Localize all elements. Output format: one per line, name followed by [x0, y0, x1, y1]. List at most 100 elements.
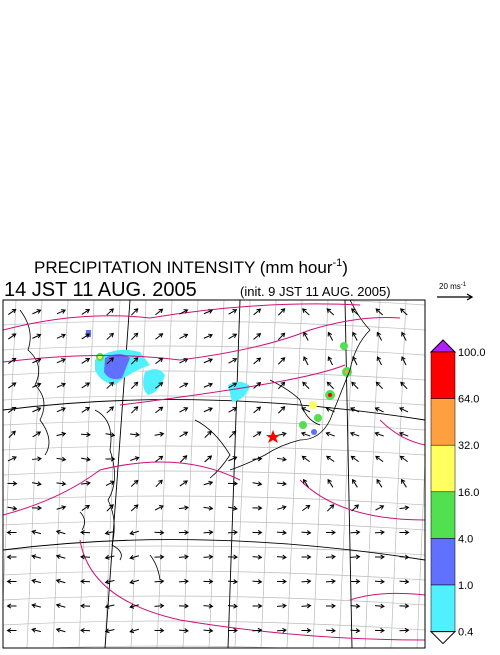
wind-arrow [178, 603, 189, 609]
wind-arrow [325, 431, 335, 437]
wind-arrow [8, 357, 17, 364]
wind-arrow [56, 309, 66, 315]
wind-arrow [80, 432, 91, 438]
grid-line [3, 300, 425, 306]
grid-line [260, 300, 277, 648]
wind-arrow [203, 529, 214, 535]
wind-arrow [81, 333, 91, 340]
vector-legend-arrow [437, 293, 474, 301]
wind-arrow [350, 455, 359, 463]
wind-arrow [350, 603, 361, 609]
wind-arrow [80, 603, 91, 609]
wind-arrow [276, 456, 287, 462]
wind-arrow [399, 627, 410, 633]
wind-arrow [399, 455, 408, 463]
wind-arrow [326, 504, 335, 512]
wind-arrow [227, 579, 238, 585]
wind-arrow [252, 530, 263, 536]
wind-arrow [56, 456, 67, 462]
colorbar-label: 32.0 [458, 440, 479, 452]
wind-arrow [327, 331, 334, 341]
wind-arrow [401, 356, 407, 366]
wind-arrow [203, 309, 214, 315]
colorbar-segment [430, 398, 456, 446]
wind-arrow [80, 627, 91, 633]
wind-arrow [276, 481, 287, 487]
wind-arrow [203, 407, 214, 413]
wind-arrow [350, 628, 361, 634]
grid-line [3, 320, 425, 331]
grid-line [390, 300, 407, 648]
wind-arrow [155, 382, 164, 389]
wind-arrow [352, 331, 358, 341]
wind-arrow [253, 357, 262, 365]
wind-arrow [252, 579, 263, 585]
wind-arrow [204, 430, 212, 438]
wind-arrow [350, 308, 359, 316]
wind-arrow [130, 504, 139, 512]
wind-arrow [376, 331, 383, 341]
wind-arrow [203, 480, 214, 486]
grid-line [3, 545, 425, 556]
grid-line [3, 570, 425, 581]
wind-arrow [374, 628, 385, 634]
wind-arrow [31, 529, 41, 535]
wind-arrow [399, 505, 410, 511]
wind-arrow [31, 505, 42, 511]
wind-arrow [106, 381, 114, 389]
lat-lon-grid [3, 300, 425, 648]
wind-arrow [56, 382, 66, 388]
wind-arrow [252, 554, 263, 560]
wind-arrow [105, 432, 116, 438]
wind-arrow [203, 628, 214, 634]
colorbar-label: 4.0 [458, 533, 473, 545]
wind-arrow [80, 456, 91, 462]
wind-arrow [325, 530, 336, 535]
wind-arrow [130, 308, 139, 316]
grid-line [52, 300, 69, 648]
grid-line [78, 300, 95, 648]
wind-arrow [31, 456, 42, 462]
wind-arrow [129, 554, 139, 560]
wind-arrow [129, 603, 139, 609]
wind-arrow [375, 455, 384, 463]
colorbar-segment [430, 444, 456, 493]
wind-arrow [350, 578, 361, 584]
wind-arrow [55, 627, 66, 633]
wind-arrow [130, 479, 139, 487]
grid-line [338, 300, 355, 648]
wind-arrow [351, 504, 360, 512]
location-star [266, 430, 280, 443]
wind-arrow [155, 333, 164, 340]
map [2, 299, 426, 649]
colorbar-label: 64.0 [458, 394, 479, 406]
wind-arrow [252, 505, 263, 511]
wind-arrow [278, 308, 286, 316]
wind-arrow [301, 308, 310, 316]
wind-arrow [179, 431, 189, 438]
wind-arrow [203, 554, 214, 560]
wind-arrow [106, 504, 114, 512]
title-sup: -1 [332, 257, 342, 269]
wind-arrow [303, 478, 309, 488]
wind-arrow [179, 455, 188, 463]
wind-arrow [301, 603, 312, 609]
wind-arrow [178, 529, 189, 535]
wind-arrow [81, 407, 91, 413]
wind-arrow [7, 481, 18, 487]
wind-arrow [252, 603, 263, 609]
wind-arrow [203, 603, 214, 609]
wind-arrow [400, 381, 408, 390]
wind-arrow [31, 578, 41, 584]
wind-arrow [350, 529, 361, 535]
grid-line [3, 445, 425, 456]
wind-arrow [80, 480, 91, 486]
wind-arrow [56, 481, 67, 487]
wind-arrow [32, 407, 42, 413]
wind-arrow [80, 529, 91, 535]
wind-arrow [81, 382, 91, 389]
wind-arrow [276, 603, 287, 609]
grid-line [3, 495, 425, 506]
wind-arrow [399, 529, 410, 535]
colorbar-top [429, 339, 457, 353]
